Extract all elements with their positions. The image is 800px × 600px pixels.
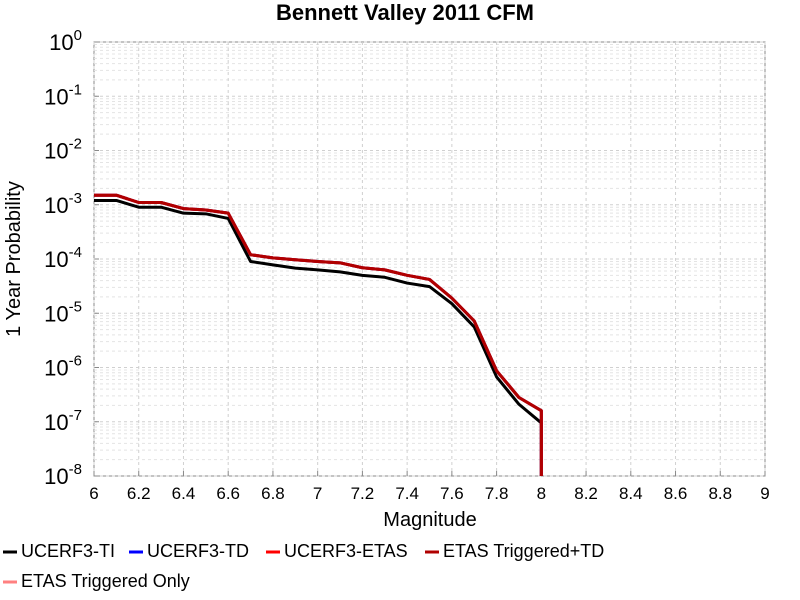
series-line xyxy=(94,193,543,476)
x-tick-label: 7.2 xyxy=(351,484,375,503)
y-tick-label: 10-4 xyxy=(44,244,82,272)
y-tick-base: 10 xyxy=(49,30,73,55)
legend-label: ETAS Triggered Only xyxy=(21,571,190,591)
x-tick-label: 7.4 xyxy=(395,484,419,503)
y-tick-label: 10-7 xyxy=(44,407,82,435)
grid xyxy=(93,41,766,477)
y-tick-exponent: -4 xyxy=(69,244,82,261)
legend-label: UCERF3-TI xyxy=(21,541,115,561)
x-tick-label: 8.6 xyxy=(664,484,688,503)
y-tick-base: 10 xyxy=(44,301,68,326)
y-tick-exponent: -8 xyxy=(69,461,82,478)
x-tick-label: 6.6 xyxy=(216,484,240,503)
y-tick-base: 10 xyxy=(44,84,68,109)
y-tick-label: 10-1 xyxy=(44,81,82,109)
y-tick-exponent: -3 xyxy=(69,190,82,207)
y-tick-exponent: -2 xyxy=(69,136,82,153)
legend-label: UCERF3-TD xyxy=(147,541,249,561)
lines xyxy=(94,193,543,476)
series-line xyxy=(94,198,543,476)
y-tick-label: 10-5 xyxy=(44,298,82,326)
y-tick-base: 10 xyxy=(44,356,68,381)
x-tick-label: 6.2 xyxy=(127,484,151,503)
legend: UCERF3-TI UCERF3-TD UCERF3-ETAS ETAS Trigge… xyxy=(3,541,604,591)
y-tick-exponent: -7 xyxy=(69,407,82,424)
y-tick-base: 10 xyxy=(44,410,68,435)
x-tick-label: 7.8 xyxy=(485,484,509,503)
x-tick-label: 6.4 xyxy=(172,484,196,503)
y-tick-label: 10-8 xyxy=(44,461,82,489)
y-tick-label: 10-3 xyxy=(44,190,82,218)
y-tick-exponent: -6 xyxy=(69,353,82,370)
x-axis-label: Magnitude xyxy=(383,509,476,531)
x-tick-label: 6.8 xyxy=(261,484,285,503)
y-tick-base: 10 xyxy=(44,464,68,489)
y-tick-base: 10 xyxy=(44,139,68,164)
y-axis-label: 1 Year Probability xyxy=(3,181,25,337)
y-tick-base: 10 xyxy=(44,247,68,272)
y-tick-label: 10-6 xyxy=(44,353,82,381)
x-tick-label: 7 xyxy=(313,484,322,503)
y-tick-label: 10-2 xyxy=(44,136,82,164)
x-tick-label: 8.8 xyxy=(708,484,732,503)
x-tick-label: 6 xyxy=(89,484,98,503)
x-tick-label: 8 xyxy=(537,484,546,503)
x-tick-label: 8.4 xyxy=(619,484,643,503)
x-tick-label: 9 xyxy=(760,484,769,503)
legend-label: ETAS Triggered+TD xyxy=(443,541,604,561)
y-tick-label: 100 xyxy=(49,27,82,55)
y-tick-exponent: -5 xyxy=(69,298,82,315)
y-tick-exponent: -1 xyxy=(69,81,82,98)
x-tick-label: 8.2 xyxy=(574,484,598,503)
y-tick-base: 10 xyxy=(44,193,68,218)
chart-title: Bennett Valley 2011 CFM xyxy=(276,0,534,25)
y-tick-exponent: 0 xyxy=(74,27,82,44)
legend-label: UCERF3-ETAS xyxy=(284,541,408,561)
x-tick-label: 7.6 xyxy=(440,484,464,503)
